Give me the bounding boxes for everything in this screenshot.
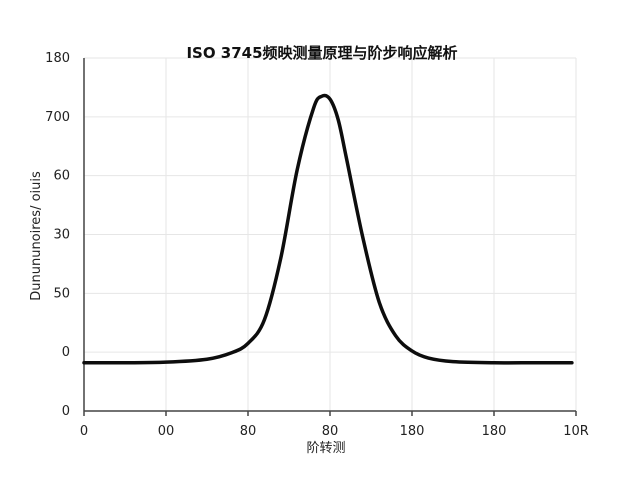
y-tick-label: 30 <box>53 228 70 243</box>
y-tick-label: 700 <box>45 110 70 125</box>
y-tick-label: 0 <box>62 404 70 419</box>
x-tick-label: 180 <box>482 424 507 439</box>
y-tick-label: 50 <box>53 286 70 301</box>
y-tick-label: 60 <box>53 169 70 184</box>
series-layer <box>82 93 574 365</box>
y-tick-label: 180 <box>45 51 70 66</box>
x-tick-label: 00 <box>158 424 175 439</box>
x-tick-label: 80 <box>322 424 339 439</box>
x-axis-label: 阶转测 <box>306 441 345 456</box>
x-tick-label: 0 <box>80 424 88 439</box>
series-line <box>82 93 574 365</box>
x-tick-label: 180 <box>400 424 425 439</box>
y-axis-label: Dunununoires/ oiuis <box>29 171 44 301</box>
y-tick-label: 0 <box>62 345 70 360</box>
x-tick-label: 10R <box>563 424 589 439</box>
chart-title: ISO 3745频映测量原理与阶步响应解析 <box>186 44 457 62</box>
grid-layer <box>84 57 577 411</box>
x-tick-label: 80 <box>240 424 257 439</box>
